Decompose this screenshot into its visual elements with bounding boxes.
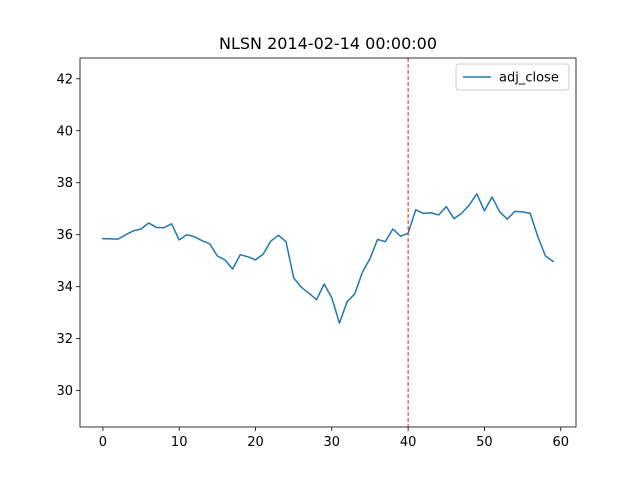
y-tick-label: 34: [56, 280, 73, 295]
y-tick-label: 32: [56, 332, 73, 347]
axes-frame: [79, 57, 577, 428]
x-tick-label: 10: [171, 435, 188, 450]
series-line-adj_close: [102, 193, 555, 324]
x-tick-label: 40: [400, 435, 417, 450]
plot-area: 0 10 20 30 40 50 60 30 32 34 36 38 40 42 adj_close: [56, 57, 577, 450]
x-tick-label: 50: [476, 435, 493, 450]
y-tick-label: 30: [56, 384, 73, 399]
y-tick-label: 38: [56, 176, 73, 191]
chart-title: NLSN 2014-02-14 00:00:00: [219, 34, 437, 53]
x-tick-label: 0: [99, 435, 107, 450]
y-tick-label: 42: [56, 72, 73, 87]
y-tick-label: 40: [56, 124, 73, 139]
y-tick-label: 36: [56, 228, 73, 243]
legend-box: [455, 63, 570, 91]
legend-label: adj_close: [499, 71, 559, 86]
x-tick-label: 30: [324, 435, 341, 450]
x-tick-label: 60: [552, 435, 569, 450]
x-tick-label: 20: [247, 435, 264, 450]
